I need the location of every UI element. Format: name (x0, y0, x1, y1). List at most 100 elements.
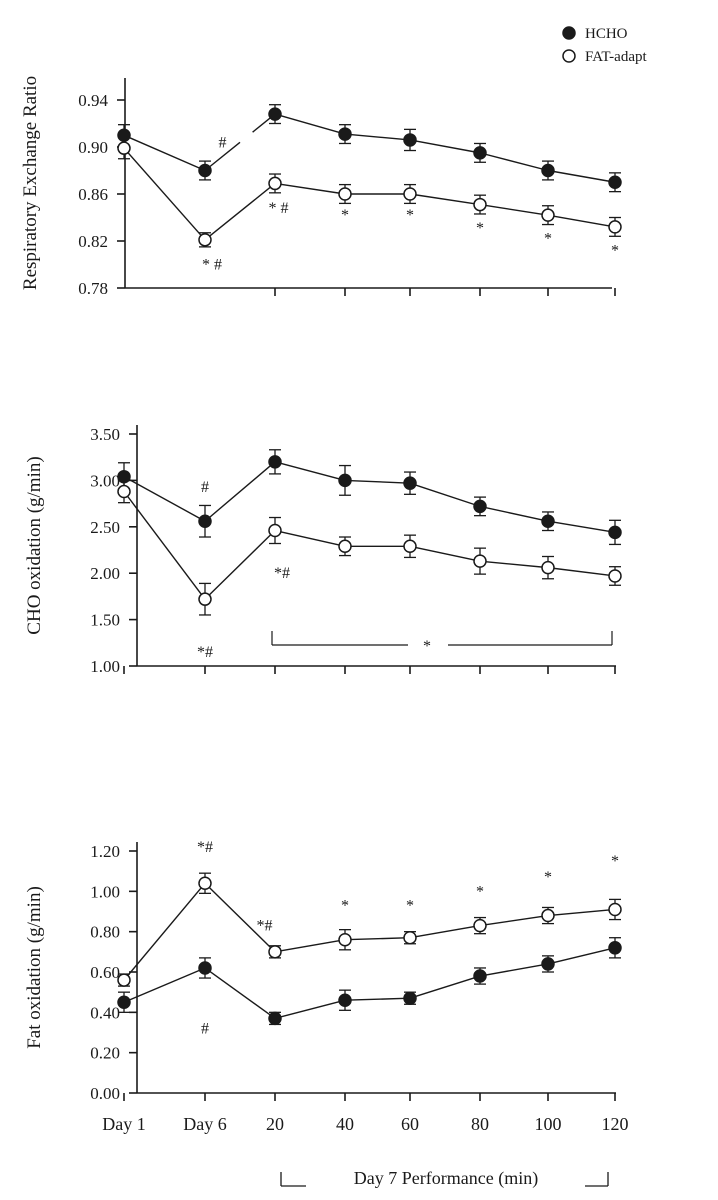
series-line-segment (123, 882, 206, 981)
y-tick-label: 0.20 (90, 1044, 120, 1063)
legend-marker-fat-adapt (562, 49, 576, 63)
legend-label-fat-adapt: FAT-adapt (585, 49, 647, 65)
series-fat-adapt (117, 872, 622, 987)
series-line-segment (547, 214, 616, 228)
data-point-fat-adapt (473, 197, 487, 212)
y-tick-label: 1.50 (90, 611, 120, 630)
significance-marker: * (611, 242, 619, 259)
data-point-hcho (541, 163, 555, 178)
data-point-hcho (403, 991, 417, 1005)
data-point-fat-adapt (198, 592, 212, 606)
significance-marker: *# (257, 918, 273, 935)
y-tick-label: 0.90 (78, 138, 108, 157)
series-line-segment (274, 113, 346, 135)
x-tick-label: 60 (401, 1114, 419, 1134)
series-line-segment (274, 999, 346, 1020)
data-point-fat-adapt (403, 187, 417, 201)
series-line-segment (123, 967, 206, 1003)
significance-marker: * (406, 897, 414, 914)
data-point-hcho (403, 476, 417, 490)
y-tick-label: 2.00 (90, 564, 120, 583)
data-point-hcho (198, 961, 212, 975)
significance-marker: # (219, 134, 227, 151)
y-tick-label: 1.20 (90, 842, 120, 861)
significance-marker: * (406, 207, 414, 224)
data-point-fat-adapt (541, 908, 555, 923)
x-axis-title-bracket: Day 7 Performance (min) (280, 1168, 609, 1189)
data-point-fat-adapt (608, 569, 622, 583)
y-tick-label: 0.00 (90, 1084, 120, 1103)
x-tick-label: Day 6 (183, 1114, 227, 1134)
y-tick-label: 3.50 (90, 425, 120, 444)
series-hcho (117, 937, 622, 1026)
series-line-segment (479, 203, 549, 216)
data-point-fat-adapt (338, 932, 352, 947)
significance-marker: * (341, 207, 349, 224)
data-point-fat-adapt (338, 187, 352, 201)
series-line-segment (409, 482, 481, 508)
data-point-hcho (268, 107, 282, 121)
data-point-hcho (473, 969, 487, 983)
significance-marker: * (544, 869, 552, 886)
series-line-segment (547, 520, 616, 534)
y-tick-label: 0.60 (90, 963, 120, 982)
significance-marker: * (476, 220, 484, 237)
series-line-segment (123, 134, 206, 172)
series-line-segment (123, 147, 206, 241)
data-point-hcho (541, 957, 555, 971)
data-point-hcho (338, 127, 352, 141)
significance-marker: # (201, 479, 209, 496)
x-tick-label: 40 (336, 1114, 354, 1134)
x-tick-label: Day 1 (102, 1114, 146, 1134)
data-point-fat-adapt (473, 554, 487, 568)
data-point-hcho (338, 993, 352, 1007)
x-tick-label: 100 (535, 1114, 562, 1134)
series-line-segment (274, 939, 346, 953)
y-tick-label: 1.00 (90, 657, 120, 676)
data-point-hcho (198, 163, 212, 178)
data-point-hcho (473, 499, 487, 514)
significance-marker: * (611, 853, 619, 870)
series-line-segment (547, 566, 616, 577)
series-line-segment (479, 914, 549, 927)
y-tick-label: 3.00 (90, 471, 120, 490)
data-point-fat-adapt (403, 930, 417, 945)
significance-marker: # (201, 1020, 209, 1037)
data-point-hcho (608, 175, 622, 189)
series-line-segment (274, 529, 346, 547)
series-line-segment (204, 141, 241, 172)
y-tick-label: 0.78 (78, 279, 108, 298)
data-point-fat-adapt (198, 233, 212, 247)
significance-marker: *# (197, 839, 213, 856)
significance-marker: * (341, 897, 349, 914)
legend: HCHO FAT-adapt (562, 26, 647, 65)
data-point-fat-adapt (117, 141, 131, 155)
series-line-segment (274, 461, 346, 482)
significance-marker: * # (269, 200, 289, 217)
data-point-fat-adapt (198, 876, 212, 891)
series-line-segment (344, 479, 411, 484)
data-point-hcho (338, 473, 352, 488)
series-line-segment (274, 182, 346, 195)
significance-marker: * # (202, 257, 222, 274)
panel-2: 1.00 1.50 2.00 2.50 3.00 3.50 CHO oxidation (g… (24, 425, 622, 676)
y-tick-label: 1.00 (90, 882, 120, 901)
series-hcho (117, 449, 622, 546)
y-tick-label: 0.82 (78, 232, 108, 251)
y-tick-label: 2.50 (90, 518, 120, 537)
data-point-hcho (541, 514, 555, 528)
y-tick-label: 0.94 (78, 91, 108, 110)
series-line-segment (123, 476, 206, 522)
data-point-fat-adapt (268, 523, 282, 538)
data-point-hcho (117, 995, 131, 1009)
series-line-segment (479, 505, 549, 522)
bracket-label: * (423, 638, 431, 655)
panel-1: 0.78 0.82 0.86 0.90 0.94 Respiratory Exchange… (20, 26, 647, 298)
significance-marker: * (476, 883, 484, 900)
y-tick-label: 0.80 (90, 923, 120, 942)
data-point-fat-adapt (541, 560, 555, 575)
data-point-hcho (608, 525, 622, 540)
series-line-segment (123, 491, 206, 600)
data-point-hcho (268, 1011, 282, 1026)
